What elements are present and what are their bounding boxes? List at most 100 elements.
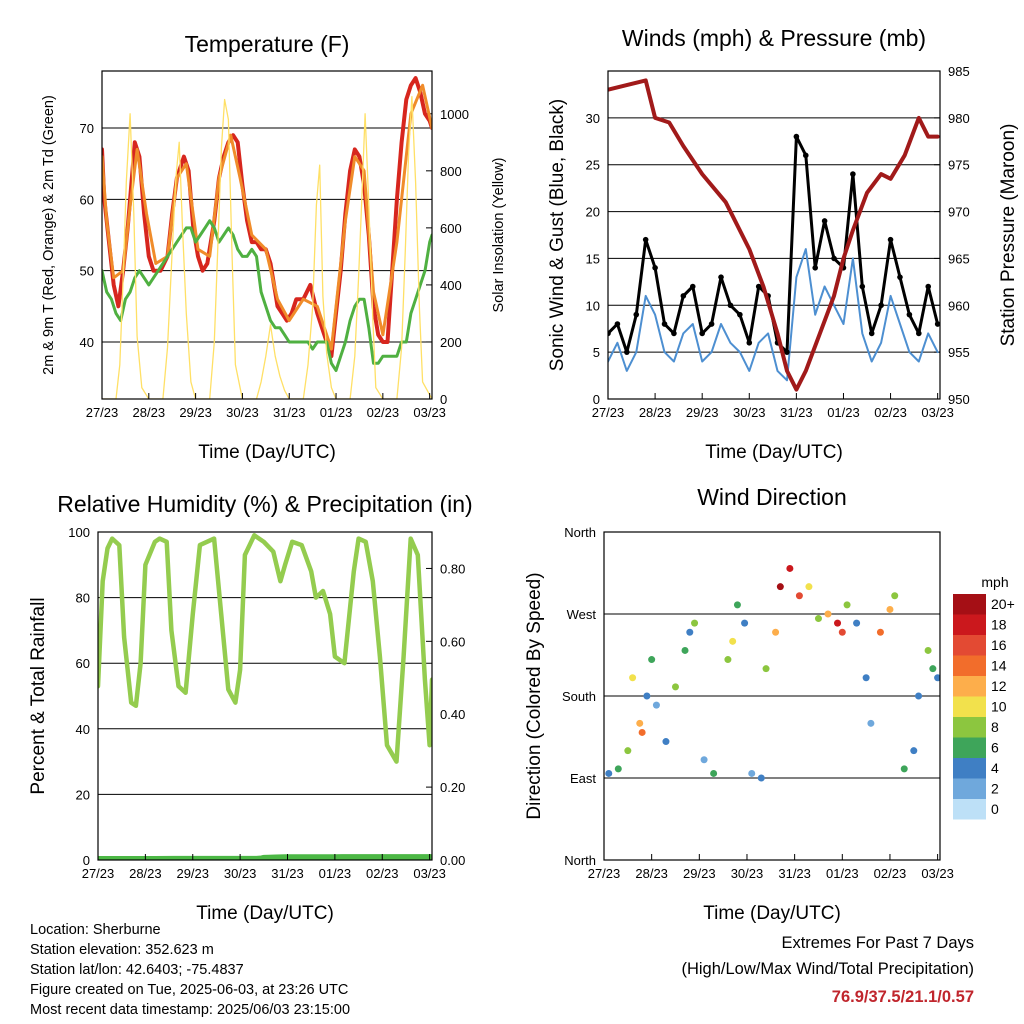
x-tick-label: 03/23	[921, 866, 954, 881]
y-axis-label-0: 2m & 9m T (Red, Orange) & 2m Td (Green)	[41, 95, 57, 375]
gust-point	[906, 311, 913, 318]
gust-point	[642, 236, 649, 243]
y-tick-label: 40	[76, 722, 90, 737]
gust-point	[784, 349, 790, 355]
plot-area-0	[102, 76, 432, 399]
wind-direction-point	[636, 719, 644, 727]
legend-swatch	[953, 737, 986, 758]
y-tick-label: 5	[593, 345, 600, 360]
x-axis-label-1: Time (Day/UTC)	[705, 442, 843, 463]
gust-point	[793, 133, 800, 140]
legend-label: 14	[991, 658, 1007, 674]
wind-direction-point	[733, 601, 741, 609]
wind-direction-point	[900, 765, 908, 773]
legend-label: 12	[991, 678, 1007, 694]
x-tick-label: 29/23	[686, 405, 719, 420]
y-tick-label: 20	[586, 205, 600, 220]
y2-tick-label: 970	[948, 205, 970, 220]
grid-3	[604, 531, 940, 861]
x-tick-label: 30/23	[733, 405, 766, 420]
y2-tick-label: 985	[948, 64, 970, 79]
gust-point	[868, 330, 875, 337]
wind-direction-point	[853, 619, 861, 627]
x-tick-label: 27/23	[82, 866, 115, 881]
x-tick-label: 03/23	[413, 866, 446, 881]
series-sonic-wind	[608, 248, 939, 382]
series-solar-insolation	[102, 96, 432, 399]
gust-point	[680, 293, 687, 299]
gust-point	[608, 330, 611, 337]
x-tick-label: 28/23	[639, 405, 672, 420]
y2-tick-label: 600	[440, 221, 462, 236]
wind-direction-point	[915, 692, 923, 700]
gust-point	[812, 265, 819, 271]
footer-recent: Most recent data timestamp: 2025/06/03 2…	[30, 1002, 351, 1018]
chart-title-3: Wind Direction	[697, 484, 847, 510]
wind-direction-point	[824, 610, 832, 618]
gust-point	[661, 321, 668, 327]
wind-direction-point	[643, 692, 651, 700]
x-tick-label: 28/23	[635, 866, 668, 881]
y2-tick-label: 400	[440, 278, 462, 293]
x-axis-label-2: Time (Day/UTC)	[196, 903, 334, 924]
x-tick-label: 02/23	[366, 866, 399, 881]
chart-title-1: Winds (mph) & Pressure (mb)	[622, 25, 926, 51]
y-tick-label: 0	[593, 392, 600, 407]
x-tick-label: 31/23	[273, 405, 306, 420]
gust-point	[633, 311, 640, 318]
y-tick-label-north: North	[564, 525, 596, 540]
legend-swatch	[953, 778, 986, 799]
extremes-heading: Extremes For Past 7 Days	[781, 934, 974, 952]
y-tick-label: 20	[76, 787, 90, 802]
x-axis-label-3: Time (Day/UTC)	[703, 903, 841, 924]
x-tick-label: 01/23	[320, 405, 353, 420]
wind-direction-point	[862, 674, 870, 682]
x-tick-label: 31/23	[271, 866, 304, 881]
x-tick-label: 01/23	[826, 866, 859, 881]
wind-direction-point	[934, 674, 940, 682]
y2-axis-label-1: Station Pressure (Maroon)	[998, 124, 1019, 347]
x-tick-label: 02/23	[874, 405, 907, 420]
legend-label: 6	[991, 740, 999, 756]
plot-area-1	[608, 78, 940, 392]
legend-label: 16	[991, 637, 1007, 653]
gust-point	[802, 152, 809, 159]
y2-tick-label: 0.00	[440, 853, 465, 868]
y-axis-label-3: Direction (Colored By Speed)	[524, 572, 545, 819]
x-tick-label: 30/23	[224, 866, 257, 881]
wind-direction-point	[891, 592, 899, 600]
legend-swatch	[953, 758, 986, 779]
legend-swatch	[953, 614, 986, 635]
plot-area-3	[605, 564, 940, 782]
gust-point	[850, 171, 856, 177]
plot-frame-2	[97, 531, 433, 861]
footer-created: Figure created on Tue, 2025-06-03, at 23…	[30, 982, 349, 998]
footer-latlon: Station lat/lon: 42.6403; -75.4837	[30, 962, 244, 978]
wind-direction-point	[910, 747, 918, 755]
wind-direction-point	[681, 646, 689, 654]
wind-direction-point	[671, 683, 679, 691]
y-tick-label: 25	[586, 158, 600, 173]
x-tick-label: 29/23	[683, 866, 716, 881]
y2-tick-label: 960	[948, 298, 970, 313]
wind-direction-point	[691, 619, 699, 627]
y-tick-label-west: West	[567, 607, 597, 622]
x-tick-label: 31/23	[780, 405, 813, 420]
y2-tick-label: 955	[948, 345, 970, 360]
gust-point	[746, 339, 753, 346]
legend-label: 18	[991, 617, 1007, 633]
chart-title-2: Relative Humidity (%) & Precipitation (i…	[57, 491, 472, 517]
legend-label: 20+	[991, 596, 1015, 612]
wind-direction-point	[929, 665, 937, 673]
wind-direction-point	[814, 615, 822, 623]
wind-direction-point	[805, 583, 813, 591]
gust-point	[897, 274, 903, 280]
y2-axis-label-0: Solar Insolation (Yellow)	[491, 157, 507, 312]
plot-frame-1	[607, 70, 941, 400]
y-axis-label-2: Percent & Total Rainfall	[28, 597, 49, 794]
extremes-subheading: (High/Low/Max Wind/Total Precipitation)	[681, 960, 974, 978]
x-axis-label-0: Time (Day/UTC)	[198, 442, 336, 463]
y2-tick-label: 0.60	[440, 634, 465, 649]
x-tick-label: 29/23	[176, 866, 209, 881]
y2-tick-label: 1000	[440, 107, 469, 122]
